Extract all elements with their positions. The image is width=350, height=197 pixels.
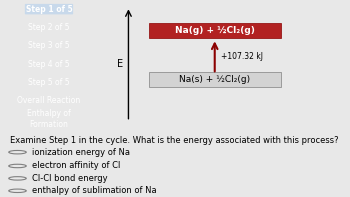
Text: Step 3 of 5: Step 3 of 5 [28, 41, 70, 50]
Text: Na(g) + ½Cl₂(g): Na(g) + ½Cl₂(g) [175, 26, 255, 35]
Text: Enthalpy of
Formation: Enthalpy of Formation [27, 109, 71, 129]
FancyBboxPatch shape [149, 23, 281, 38]
Text: Step 2 of 5: Step 2 of 5 [28, 23, 70, 32]
Text: electron affinity of Cl: electron affinity of Cl [32, 162, 120, 170]
Text: Step 1 of 5: Step 1 of 5 [26, 5, 72, 14]
Text: Na(s) + ½Cl₂(g): Na(s) + ½Cl₂(g) [179, 75, 250, 84]
Text: Step 4 of 5: Step 4 of 5 [28, 59, 70, 69]
Text: Step 5 of 5: Step 5 of 5 [28, 78, 70, 87]
Text: enthalpy of sublimation of Na: enthalpy of sublimation of Na [32, 186, 156, 195]
Text: Examine Step 1 in the cycle. What is the energy associated with this process?: Examine Step 1 in the cycle. What is the… [10, 136, 339, 145]
Text: +107.32 kJ: +107.32 kJ [221, 52, 263, 61]
Text: Cl-Cl bond energy: Cl-Cl bond energy [32, 174, 107, 183]
Text: E: E [117, 59, 124, 69]
Text: Overall Reaction: Overall Reaction [18, 96, 80, 105]
Text: ionization energy of Na: ionization energy of Na [32, 148, 130, 157]
FancyBboxPatch shape [149, 72, 281, 87]
